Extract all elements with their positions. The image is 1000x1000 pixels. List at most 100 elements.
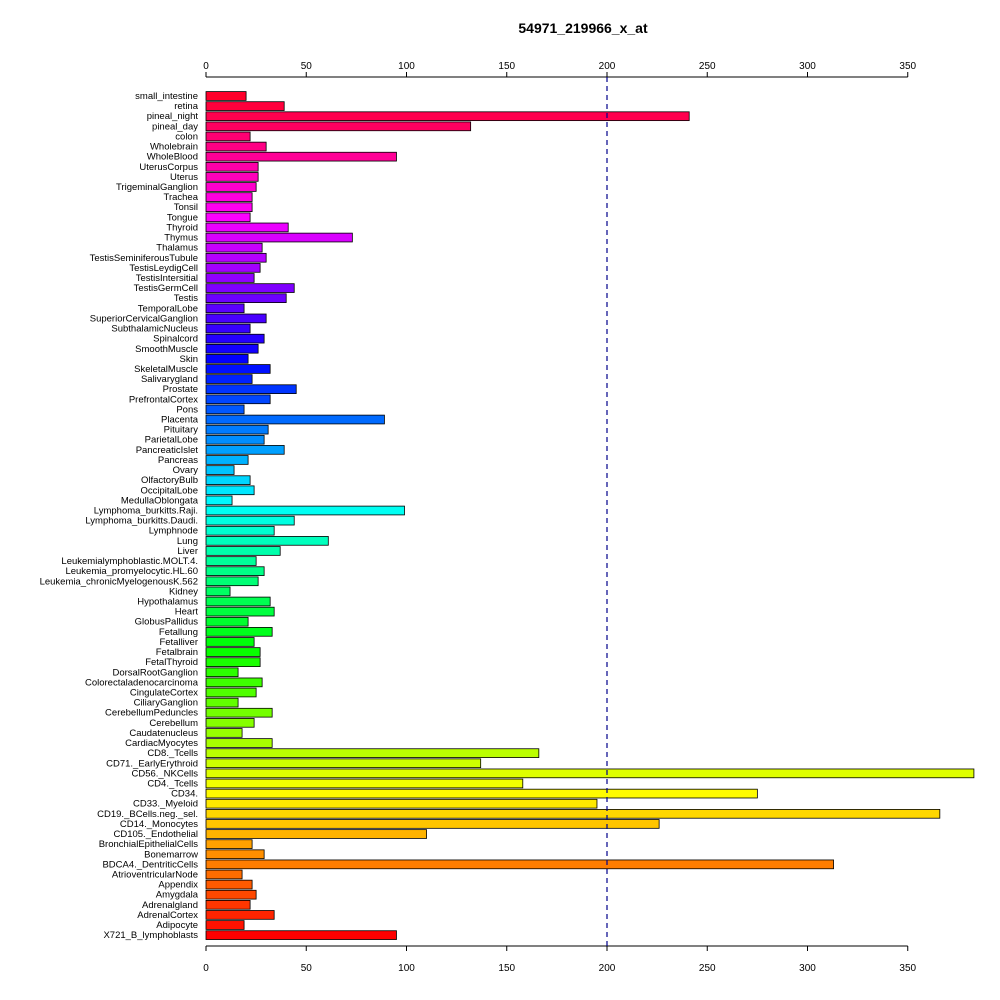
- category-label: SmoothMuscle: [135, 344, 198, 355]
- bar-CD34.: [205, 788, 758, 799]
- bar-Cerebellum: [205, 718, 255, 728]
- bar-CiliaryGanglion: [205, 697, 239, 708]
- bar-Tongue: [205, 212, 251, 223]
- category-label: Thyroid: [166, 222, 198, 233]
- category-label: FetalThyroid: [145, 657, 198, 668]
- category-label: Appendix: [158, 880, 198, 891]
- category-label: SubthalamicNucleus: [111, 324, 198, 335]
- tick-label: 0: [203, 963, 209, 974]
- category-label: Caudatenucleus: [129, 728, 198, 739]
- tick-label: 50: [301, 963, 313, 974]
- bar-Ovary: [205, 465, 235, 475]
- bar-TemporalLobe: [205, 303, 245, 314]
- tick-label: 300: [799, 61, 816, 72]
- bar-Hypothalamus: [205, 596, 271, 607]
- category-label: AdrenalCortex: [137, 910, 198, 921]
- bar-Prostate: [205, 384, 297, 394]
- bar-Leukemia_promyelocytic.HL.60: [205, 566, 265, 576]
- bar-TestisLeydigCell: [205, 263, 261, 273]
- bar-TestisSeminiferousTubule: [205, 252, 267, 263]
- bar-Placenta: [205, 414, 385, 425]
- bar-CD19._BCells.neg._sel.: [205, 809, 941, 819]
- category-label: Spinalcord: [153, 334, 198, 345]
- bar-ParietalLobe: [205, 434, 265, 445]
- bar-CD56._NKCells: [205, 768, 975, 779]
- tick-label: 300: [799, 963, 816, 974]
- category-label: Prostate: [163, 384, 198, 395]
- category-label: CD105._Endothelial: [113, 829, 198, 840]
- bar-pineal_night: [205, 111, 690, 122]
- category-label: CardiacMyocytes: [125, 738, 198, 749]
- bar-Appendix: [205, 879, 253, 890]
- category-label: Leukemia_promyelocytic.HL.60: [65, 566, 198, 577]
- category-label: pineal_day: [152, 121, 198, 132]
- bar-Amygdala: [205, 889, 257, 900]
- category-label: Kidney: [169, 586, 198, 597]
- bar-SmoothMuscle: [205, 343, 259, 354]
- bar-X721_B_lymphoblasts: [205, 930, 397, 940]
- bar-group: [205, 91, 975, 940]
- category-label: Cerebellum: [149, 718, 198, 729]
- category-label: Heart: [175, 607, 199, 618]
- category-label: TestisSeminiferousTubule: [90, 253, 198, 264]
- bar-Lymphoma_burkitts.Raji.: [205, 505, 405, 516]
- bar-Lung: [205, 536, 329, 546]
- category-label: Pancreas: [158, 455, 198, 466]
- bar-Liver: [205, 546, 281, 556]
- category-label: BDCA4._DentriticCells: [102, 859, 198, 870]
- category-label: SuperiorCervicalGanglion: [90, 313, 198, 324]
- category-label: Thymus: [164, 233, 198, 244]
- category-label: Placenta: [161, 415, 199, 426]
- bar-Pons: [205, 404, 245, 415]
- category-label: TestisIntersitial: [136, 273, 198, 284]
- category-label: Skin: [180, 354, 198, 365]
- bar-small_intestine: [205, 91, 247, 101]
- category-label: pineal_night: [147, 111, 199, 122]
- bar-MedullaOblongata: [205, 495, 233, 506]
- bar-Fetalliver: [205, 637, 255, 647]
- category-label: GlobusPallidus: [135, 617, 199, 628]
- category-label: CD14._Monocytes: [120, 819, 198, 830]
- bar-Fetalbrain: [205, 647, 261, 657]
- bar-OlfactoryBulb: [205, 475, 251, 485]
- bar-CardiacMyocytes: [205, 738, 273, 748]
- bar-Testis: [205, 293, 287, 303]
- tick-label: 0: [203, 61, 209, 72]
- bar-AdrenalCortex: [205, 910, 275, 920]
- category-label: Bonemarrow: [144, 849, 198, 860]
- bar-CD71._EarlyErythroid: [205, 758, 482, 769]
- bar-Fetallung: [205, 627, 273, 637]
- tick-label: 250: [699, 963, 716, 974]
- bar-Caudatenucleus: [205, 728, 243, 738]
- bar-GlobusPallidus: [205, 616, 249, 627]
- bar-CingulateCortex: [205, 687, 257, 698]
- bar-WholeBlood: [205, 151, 397, 162]
- category-label: Liver: [177, 546, 198, 557]
- category-label: X721_B_lymphoblasts: [103, 930, 198, 941]
- bar-Lymphnode: [205, 525, 275, 536]
- category-label: CD56._NKCells: [131, 768, 198, 779]
- bar-Heart: [205, 606, 275, 617]
- category-label: CD34.: [171, 789, 198, 800]
- category-label: CD19._BCells.neg._sel.: [97, 809, 198, 820]
- bar-Wholebrain: [205, 141, 267, 152]
- category-label: MedullaOblongata: [121, 495, 199, 506]
- category-label: Lymphoma_burkitts.Daudi.: [85, 516, 198, 527]
- bar-FetalThyroid: [205, 657, 261, 667]
- category-label: Lymphnode: [149, 526, 198, 537]
- category-label: TrigeminalGanglion: [116, 182, 198, 193]
- bar-OccipitalLobe: [205, 485, 255, 496]
- x-axis-top: 0 50 100 150 200 250 300 350: [203, 61, 917, 78]
- bar-Thalamus: [205, 242, 263, 253]
- category-label: AtrioventricularNode: [112, 869, 198, 880]
- bar-PrefrontalCortex: [205, 394, 271, 405]
- category-label: OccipitalLobe: [140, 485, 198, 496]
- bar-Thyroid: [205, 222, 289, 233]
- category-label: colon: [175, 131, 198, 142]
- category-label: TestisGermCell: [134, 283, 198, 294]
- category-label: OlfactoryBulb: [141, 475, 198, 486]
- bar-pineal_day: [205, 121, 472, 132]
- category-label: small_intestine: [135, 91, 198, 102]
- bar-Bonemarrow: [205, 849, 265, 860]
- bar-TestisIntersitial: [205, 273, 255, 283]
